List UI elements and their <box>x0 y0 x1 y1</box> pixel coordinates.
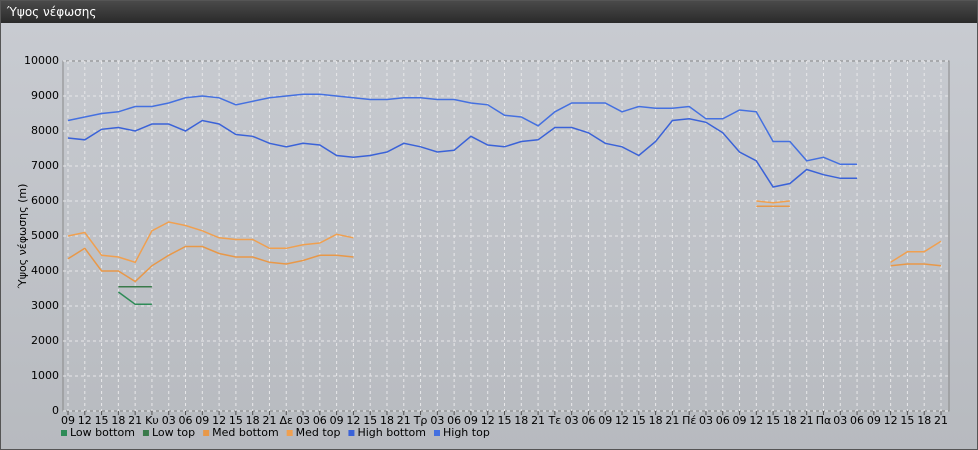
x-tick-label: 18 <box>514 414 528 427</box>
x-tick-label: 21 <box>934 414 948 427</box>
x-tick-label: 18 <box>783 414 797 427</box>
x-tick-label: 21 <box>800 414 814 427</box>
x-tick-label: 15 <box>498 414 512 427</box>
x-tick-label: 06 <box>850 414 864 427</box>
legend-label: Low top <box>152 426 195 439</box>
x-tick-label: 12 <box>346 414 360 427</box>
series-line <box>67 205 942 283</box>
y-tick-label: 5000 <box>31 229 59 242</box>
legend-label: High bottom <box>357 426 426 439</box>
x-tick-label: 12 <box>749 414 763 427</box>
series-line <box>117 291 152 306</box>
x-tick-label: 09 <box>195 414 209 427</box>
x-tick-label: 12 <box>481 414 495 427</box>
x-tick-label: 12 <box>78 414 92 427</box>
series-line <box>67 93 858 166</box>
legend-swatch <box>348 430 355 436</box>
y-tick-label: 10000 <box>24 54 59 67</box>
x-tick-label: 09 <box>61 414 75 427</box>
x-tick-label: 06 <box>179 414 193 427</box>
legend-label: Med bottom <box>212 426 279 439</box>
x-tick-label: 15 <box>632 414 646 427</box>
x-tick-label: 09 <box>867 414 881 427</box>
x-tick-label: 03 <box>296 414 310 427</box>
x-tick-label: 09 <box>330 414 344 427</box>
x-tick-label: 15 <box>363 414 377 427</box>
x-tick-label: 15 <box>900 414 914 427</box>
legend-swatch <box>286 430 293 436</box>
x-tick-label: 15 <box>229 414 243 427</box>
x-tick-label: 21 <box>397 414 411 427</box>
y-tick-label: 8000 <box>31 124 59 137</box>
x-tick-label: Τε <box>548 414 562 427</box>
y-tick-label: 3000 <box>31 299 59 312</box>
y-tick-label: 1000 <box>31 369 59 382</box>
x-tick-label: 21 <box>531 414 545 427</box>
x-tick-label: 12 <box>615 414 629 427</box>
x-tick-label: 06 <box>716 414 730 427</box>
y-tick-label: 2000 <box>31 334 59 347</box>
y-tick-label: 6000 <box>31 194 59 207</box>
x-tick-label: Κυ <box>145 414 159 427</box>
x-tick-label: 03 <box>430 414 444 427</box>
x-tick-label: 06 <box>581 414 595 427</box>
y-tick-label: 7000 <box>31 159 59 172</box>
x-tick-label: 12 <box>884 414 898 427</box>
chart: Ύψος νέφωσης (m) 0 1000 2000 3000 4000 5000 60… <box>16 54 950 439</box>
y-tick-label: 0 <box>52 404 59 417</box>
legend-swatch <box>142 430 149 436</box>
x-tick-label: 06 <box>313 414 327 427</box>
x-tick-label: 18 <box>246 414 260 427</box>
x-tick-label: 18 <box>917 414 931 427</box>
x-tick-label: 18 <box>111 414 125 427</box>
legend-swatch <box>203 430 210 436</box>
x-tick-label: 03 <box>162 414 176 427</box>
x-tick-label: 18 <box>380 414 394 427</box>
window-title: Ύψος νέφωσης <box>1 1 977 23</box>
x-tick-label: 21 <box>262 414 276 427</box>
x-tick-label: 21 <box>665 414 679 427</box>
y-tick-label: 4000 <box>31 264 59 277</box>
legend-label: High top <box>443 426 490 439</box>
x-tick-label: 15 <box>766 414 780 427</box>
x-tick-label: 09 <box>464 414 478 427</box>
legend-label: Low bottom <box>70 426 135 439</box>
x-tick-label: 18 <box>649 414 663 427</box>
series-line <box>67 118 858 188</box>
series-line <box>67 200 942 264</box>
x-tick-label: 09 <box>733 414 747 427</box>
x-tick-label: Πέ <box>682 414 696 427</box>
x-tick-label: 15 <box>95 414 109 427</box>
x-tick-label: Δε <box>280 414 294 427</box>
x-tick-label: Τρ <box>413 414 428 427</box>
x-tick-label: 03 <box>565 414 579 427</box>
y-axis-label: Ύψος νέφωσης (m) <box>16 184 29 290</box>
x-tick-label: 12 <box>212 414 226 427</box>
x-tick-label: Πα <box>816 414 832 427</box>
x-tick-label: 21 <box>128 414 142 427</box>
legend-swatch <box>434 430 440 436</box>
legend-label: Med top <box>296 426 341 439</box>
x-tick-label: 03 <box>833 414 847 427</box>
x-tick-label: 03 <box>699 414 713 427</box>
x-tick-label: 09 <box>598 414 612 427</box>
legend-swatch <box>61 430 67 436</box>
y-tick-label: 9000 <box>31 89 59 102</box>
x-tick-label: 06 <box>447 414 461 427</box>
